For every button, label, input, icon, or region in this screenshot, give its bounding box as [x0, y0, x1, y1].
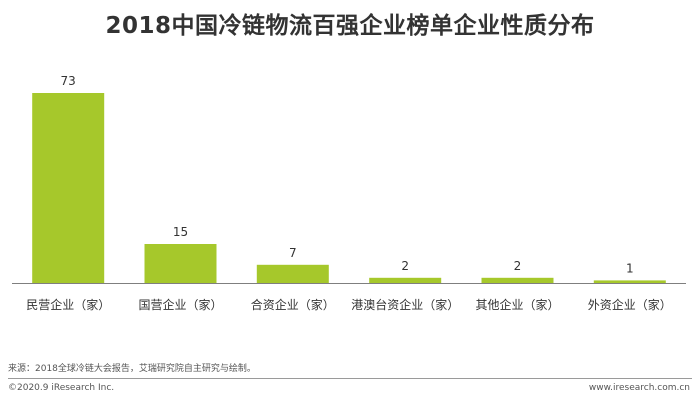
bar-5	[593, 280, 666, 283]
category-label-4: 其他企业（家）	[475, 297, 559, 312]
copyright-text: ©2020.9 iResearch Inc.	[8, 383, 115, 393]
bar-4	[481, 277, 554, 283]
category-label-0: 民营企业（家）	[26, 297, 110, 312]
data-label-1: 15	[173, 225, 188, 239]
category-label-1: 国营企业（家）	[138, 297, 222, 312]
data-label-4: 2	[514, 259, 522, 273]
category-label-3: 港澳台资企业（家）	[351, 297, 459, 312]
data-label-0: 73	[61, 74, 76, 88]
chart-title: 2018中国冷链物流百强企业榜单企业性质分布	[105, 13, 595, 39]
data-label-2: 7	[289, 246, 297, 260]
footer-divider	[8, 378, 692, 379]
bar-1	[144, 244, 217, 283]
website-text: www.iresearch.com.cn	[588, 383, 690, 393]
data-label-5: 1	[626, 261, 634, 275]
category-label-2: 合资企业（家）	[251, 297, 335, 312]
bar-chart: 73 民营企业（家） 15 国营企业（家） 7 合资企业（家） 2 港澳台资企业（家） 2 其他企…	[12, 74, 686, 312]
bar-2	[256, 264, 329, 283]
source-note: 来源：2018全球冷链大会报告，艾瑞研究院自主研究与绘制。	[8, 364, 256, 374]
bar-3	[369, 277, 442, 283]
category-label-5: 外资企业（家）	[588, 297, 672, 312]
bar-0	[32, 93, 105, 283]
data-label-3: 2	[401, 259, 409, 273]
